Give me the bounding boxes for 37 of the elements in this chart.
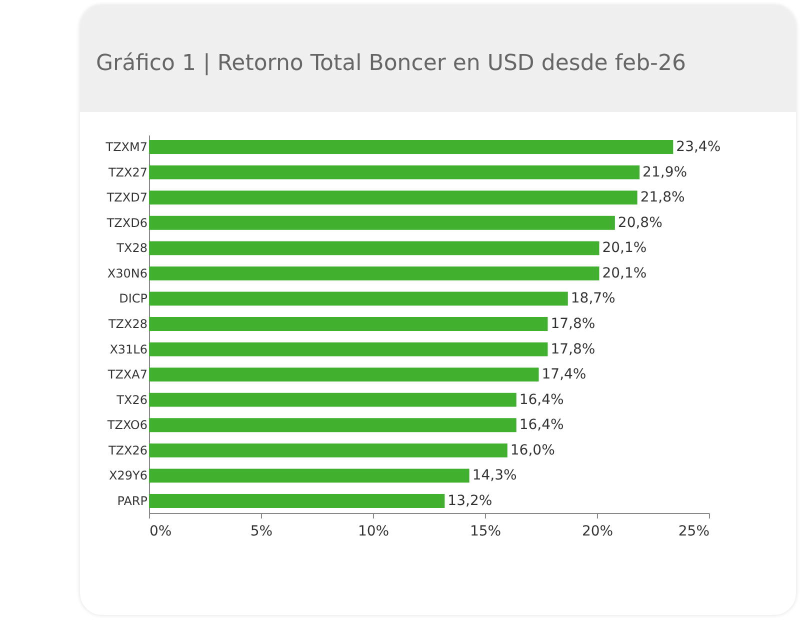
y-tick-label: PARP <box>117 494 148 508</box>
data-label: 20,8% <box>618 214 662 231</box>
x-tick-label: 10% <box>358 524 390 540</box>
data-label: 23,4% <box>676 139 721 156</box>
y-tick-label: TZXD6 <box>106 216 148 230</box>
y-tick-label: X29Y6 <box>109 468 148 483</box>
x-tick-label: 15% <box>470 524 502 540</box>
data-label: 16,0% <box>510 442 555 458</box>
y-tick-label: TZXD7 <box>106 190 148 205</box>
y-tick-label: TZX28 <box>107 317 148 331</box>
y-tick-label: TX26 <box>116 392 148 407</box>
y-tick-label: TZXO6 <box>106 418 148 432</box>
y-tick-label: TZX27 <box>107 165 148 180</box>
chart-title: Gráfico 1 | Retorno Total Boncer en USD desde feb-26 <box>96 51 686 76</box>
data-label: 16,4% <box>519 417 564 434</box>
data-label: 21,8% <box>640 190 685 206</box>
data-label: 17,8% <box>550 341 596 358</box>
x-tick-label: 20% <box>582 524 614 540</box>
y-tick-label: TZXA7 <box>106 368 148 382</box>
x-tick-label: 0% <box>150 524 172 540</box>
data-label: 16,4% <box>519 392 564 408</box>
data-label: 14,3% <box>472 468 517 484</box>
y-tick-label: X31L6 <box>110 342 148 356</box>
y-tick-label: TZXM7 <box>104 140 148 154</box>
data-label: 17,8% <box>550 316 596 332</box>
data-label: 20,1% <box>602 240 647 256</box>
data-label: 18,7% <box>570 290 616 307</box>
y-tick-label: DICP <box>119 292 148 306</box>
data-label: 13,2% <box>448 492 492 509</box>
x-tick-label: 5% <box>250 524 273 540</box>
y-tick-label: TX28 <box>116 241 148 256</box>
data-label: 20,1% <box>602 265 647 282</box>
data-label: 17,4% <box>542 366 586 383</box>
y-tick-label: TZX26 <box>107 443 148 458</box>
x-tick-label: 25% <box>678 524 710 540</box>
y-tick-label: X30N6 <box>107 266 148 280</box>
data-label: 21,9% <box>642 164 688 180</box>
